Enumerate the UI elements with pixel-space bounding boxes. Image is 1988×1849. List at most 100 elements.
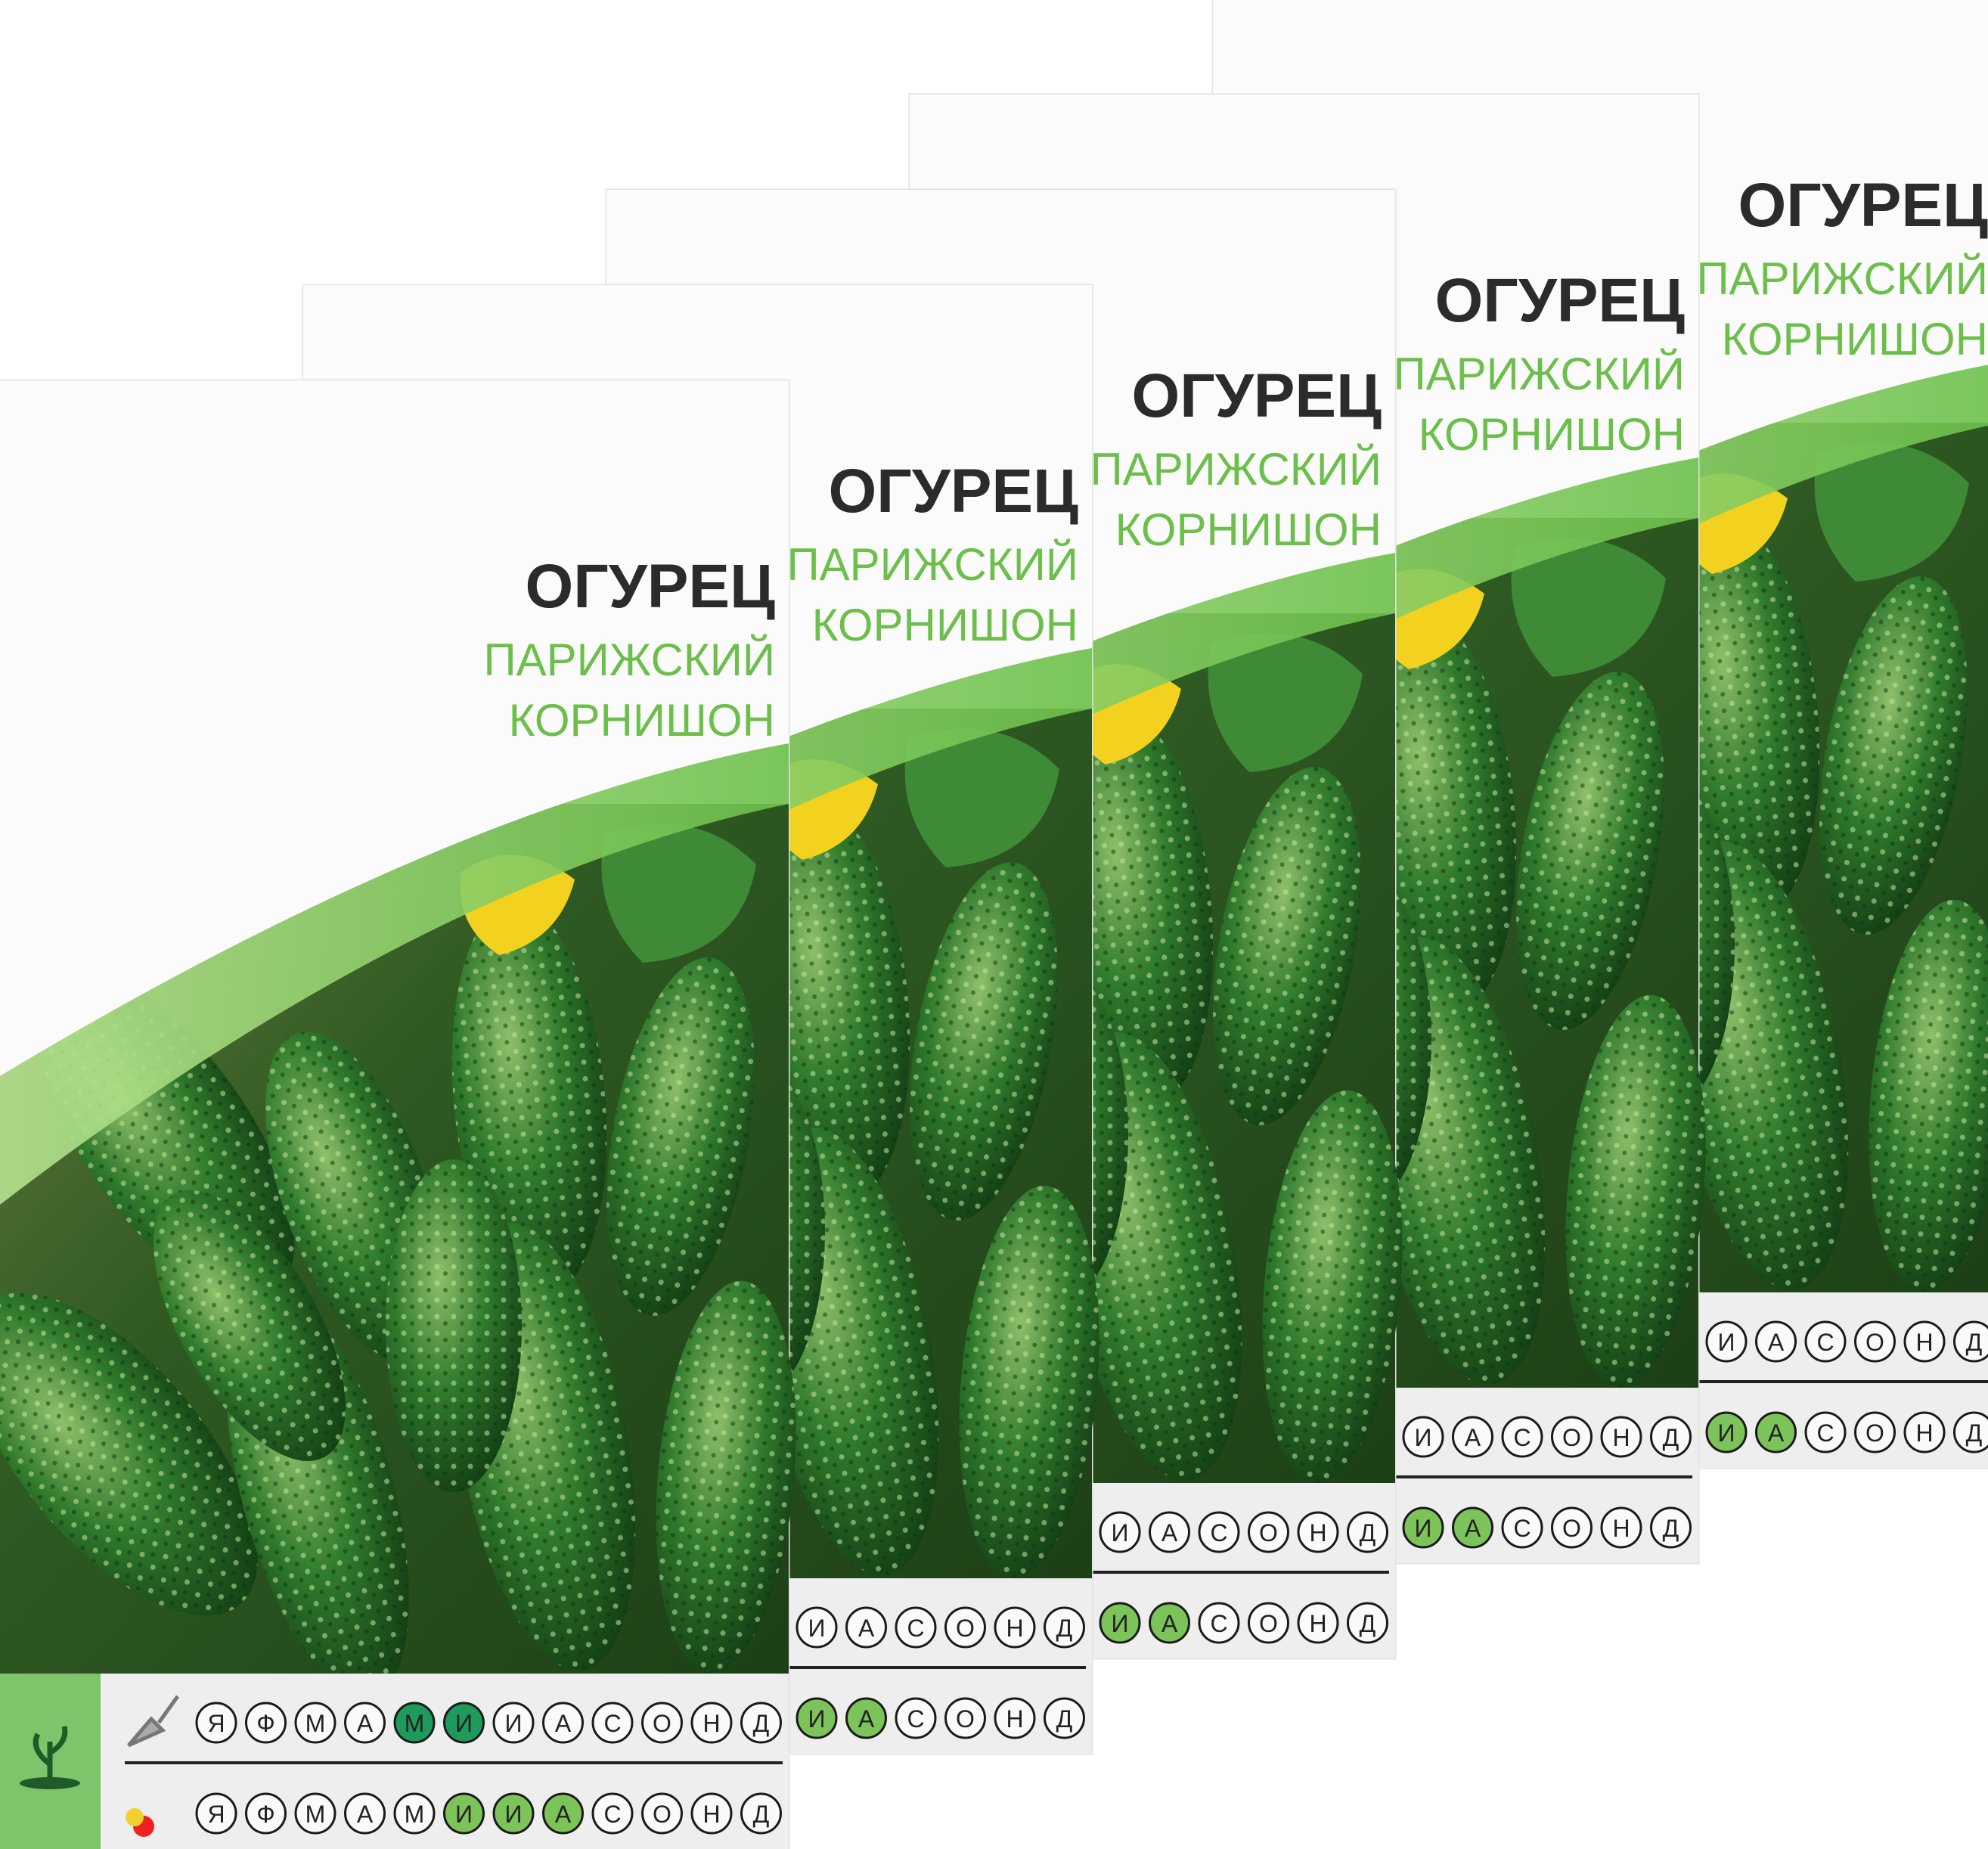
harvest-month xyxy=(1755,1411,1797,1453)
sowing-month-label: О xyxy=(1259,1519,1278,1547)
harvest-month xyxy=(1551,1506,1593,1549)
harvest-month xyxy=(492,1792,535,1835)
sowing-month-label: А xyxy=(1465,1424,1481,1451)
harvest-month xyxy=(245,1792,287,1835)
harvest-month-label: А xyxy=(357,1801,374,1828)
harvest-month-label: М xyxy=(405,1801,425,1828)
harvest-month xyxy=(796,1697,838,1739)
sowing-month-label: С xyxy=(603,1710,621,1737)
harvest-month-label: И xyxy=(1415,1515,1432,1542)
cucumber-texture xyxy=(959,1185,1099,1578)
harvest-month-label: И xyxy=(455,1801,473,1828)
harvest-month-label: И xyxy=(808,1705,826,1733)
cucumber-texture xyxy=(1565,994,1706,1388)
harvest-month-label: О xyxy=(1562,1515,1581,1542)
sowing-month xyxy=(1854,1320,1896,1363)
crop-title: ОГУРЕЦ xyxy=(525,552,775,621)
harvest-month-label: Д xyxy=(1056,1705,1073,1733)
sowing-month xyxy=(1953,1320,1988,1363)
sowing-month-label: С xyxy=(1816,1329,1834,1356)
sowing-month xyxy=(1347,1511,1388,1553)
cucumber-texture xyxy=(386,1159,522,1492)
harvest-month xyxy=(1198,1602,1240,1644)
harvest-month xyxy=(641,1792,683,1835)
sowing-month-label: О xyxy=(1562,1424,1581,1451)
harvest-month xyxy=(1903,1411,1946,1453)
harvest-month-label: А xyxy=(1465,1515,1481,1542)
sowing-month xyxy=(796,1606,838,1649)
sowing-month-label: И xyxy=(1112,1519,1129,1547)
sprout-icon xyxy=(33,1726,68,1779)
sowing-month xyxy=(1044,1606,1085,1649)
harvest-month-label: И xyxy=(1718,1419,1735,1447)
harvest-month xyxy=(1044,1697,1085,1739)
sowing-month-label: И xyxy=(1718,1329,1735,1356)
sowing-month xyxy=(690,1702,733,1744)
sowing-month-label: Д xyxy=(1360,1519,1376,1547)
harvest-month-label: Н xyxy=(1612,1515,1630,1542)
sowing-month-label: А xyxy=(555,1710,572,1737)
sowing-month-label: А xyxy=(1161,1519,1178,1547)
sowing-month xyxy=(344,1702,386,1744)
harvest-month-label: О xyxy=(956,1705,975,1733)
harvest-month xyxy=(1705,1411,1748,1453)
sowing-month-label: С xyxy=(1210,1519,1227,1547)
harvest-month xyxy=(845,1697,887,1739)
packet-top xyxy=(0,380,789,1076)
harvest-month xyxy=(1650,1506,1692,1549)
sowing-month-label: Я xyxy=(207,1710,225,1737)
harvest-month xyxy=(1347,1602,1388,1644)
sowing-month-label: Д xyxy=(753,1710,770,1737)
green-swoosh xyxy=(1213,365,1988,824)
harvest-month xyxy=(294,1792,337,1835)
sowing-month-label: И xyxy=(808,1615,826,1642)
variety-name-line2: КОРНИШОН xyxy=(1115,504,1382,555)
sowing-month xyxy=(1755,1320,1797,1363)
harvest-month-label: Н xyxy=(1915,1419,1933,1447)
sowing-month xyxy=(1452,1416,1493,1458)
variety-name-line1: ПАРИЖСКИЙ xyxy=(483,634,775,685)
sowing-month xyxy=(245,1702,287,1744)
harvest-month-label: А xyxy=(555,1801,572,1828)
sowing-month-label: Д xyxy=(1056,1615,1073,1642)
harvest-month xyxy=(1149,1602,1190,1644)
harvest-month xyxy=(895,1697,937,1739)
sowing-month xyxy=(1600,1416,1642,1458)
sowing-month xyxy=(1099,1511,1141,1553)
cucumber-leaf xyxy=(1511,538,1666,677)
green-swoosh xyxy=(0,743,789,1205)
sowing-month-label: С xyxy=(907,1615,924,1642)
sowing-month-label: Н xyxy=(1006,1615,1023,1642)
sowing-month-label: И xyxy=(1415,1424,1432,1451)
harvest-month xyxy=(195,1792,237,1835)
harvest-month-label: Ф xyxy=(256,1801,274,1828)
variety-name-line2: КОРНИШОН xyxy=(1722,314,1988,365)
harvest-month xyxy=(542,1792,584,1835)
trowel-icon xyxy=(127,1695,180,1748)
harvest-month-label: Д xyxy=(1663,1515,1679,1542)
harvest-month-label: Д xyxy=(1360,1610,1376,1637)
sowing-month xyxy=(591,1702,634,1744)
harvest-month xyxy=(393,1792,436,1835)
sowing-month-label: Н xyxy=(1309,1519,1326,1547)
sowing-month xyxy=(542,1702,584,1744)
harvest-month-label: Я xyxy=(207,1801,225,1828)
sowing-month-label: И xyxy=(455,1710,473,1737)
harvest-month xyxy=(690,1792,733,1835)
variety-name-line1: ПАРИЖСКИЙ xyxy=(1090,444,1382,495)
harvest-month-label: С xyxy=(1816,1419,1834,1447)
harvest-month xyxy=(1501,1506,1543,1549)
cucumber-texture xyxy=(154,1190,346,1461)
harvest-month-label: Н xyxy=(1309,1610,1326,1637)
harvest-month-label: М xyxy=(305,1801,326,1828)
cucumber-texture xyxy=(1869,899,1988,1292)
sowing-month xyxy=(845,1606,887,1649)
harvest-month-label: С xyxy=(603,1801,621,1828)
sowing-month xyxy=(1705,1320,1748,1363)
harvest-month-label: С xyxy=(1210,1610,1227,1637)
green-swoosh xyxy=(606,553,1395,1014)
harvest-month-label: О xyxy=(1865,1419,1884,1447)
sowing-month-label: Д xyxy=(1663,1424,1679,1451)
sowing-month xyxy=(1198,1511,1240,1553)
